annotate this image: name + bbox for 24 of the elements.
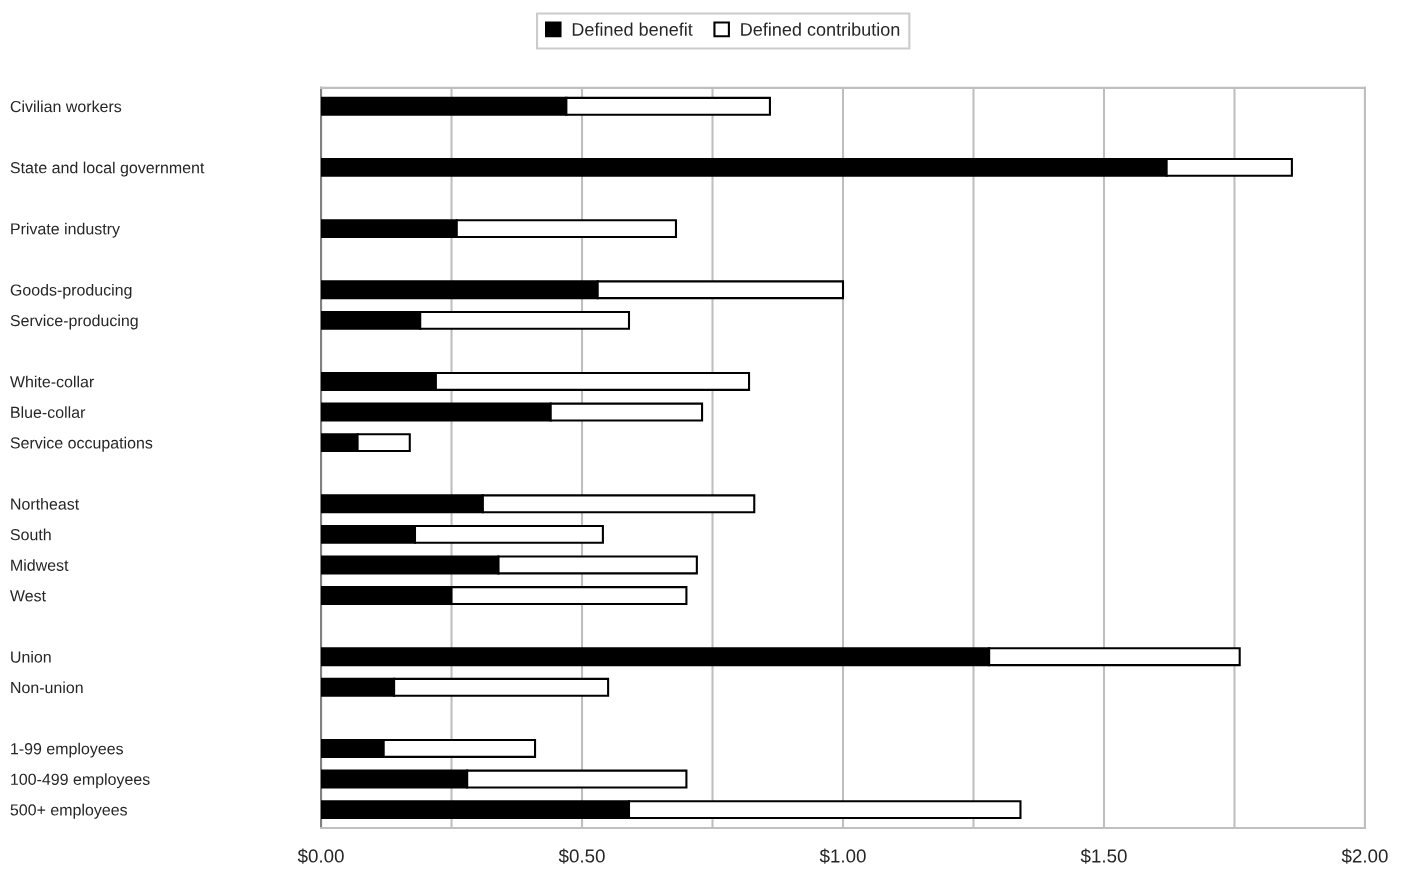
y-tick-label: State and local government: [10, 161, 205, 177]
y-tick-label: Private industry: [11, 222, 120, 238]
x-tick-label: $2.00: [1341, 848, 1388, 864]
y-tick-label: Northeast: [11, 498, 80, 510]
y-tick-label: 1-99 employees: [11, 742, 123, 758]
y-tick-label: Non-union: [11, 681, 83, 694]
y-tick-label: West: [9, 590, 46, 602]
y-tick-label: Service-producing: [10, 314, 138, 330]
y-tick-label: Civilian workers: [10, 100, 122, 113]
y-tick-label: South: [10, 528, 51, 541]
legend-label: Defined benefit: [572, 22, 693, 36]
y-tick-label: Midwest: [11, 559, 69, 571]
x-tick-label: $0.50: [558, 848, 605, 864]
y-tick-label: White-collar: [9, 375, 94, 388]
y-tick-label: Blue-collar: [11, 406, 86, 419]
x-tick-label: $1.50: [1080, 848, 1127, 864]
y-tick-label: Service occupations: [10, 436, 153, 452]
y-tick-label: 500+ employees: [10, 803, 127, 819]
y-tick-label: Goods-producing: [10, 283, 132, 299]
y-tick-label: Union: [11, 650, 51, 663]
legend-label: Defined contribution: [741, 22, 900, 36]
y-tick-label: 100-499 employees: [11, 773, 150, 789]
x-tick-label: $1.00: [819, 848, 866, 864]
x-tick-label: $0.00: [297, 848, 344, 864]
